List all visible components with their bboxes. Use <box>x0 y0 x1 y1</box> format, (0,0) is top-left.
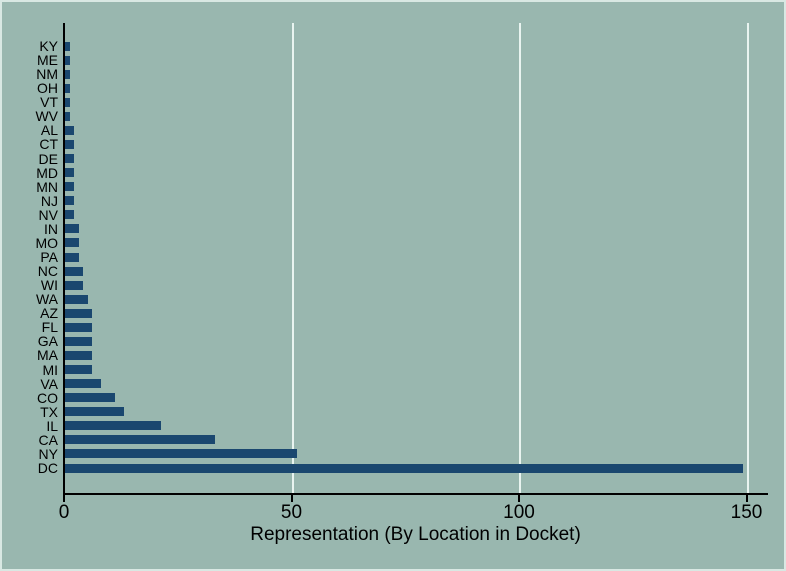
y-label-VA: VA <box>40 375 58 392</box>
bar-DC <box>65 463 743 473</box>
bar-NY <box>65 449 298 459</box>
x-tick-label-50: 50 <box>280 502 303 523</box>
bar-NM <box>65 69 70 79</box>
bar-MN <box>65 182 75 192</box>
bar-OH <box>65 83 70 93</box>
x-tick-label-0: 0 <box>58 502 70 523</box>
y-label-AL: AL <box>40 122 58 139</box>
y-label-AZ: AZ <box>40 305 58 322</box>
bar-CA <box>65 435 216 445</box>
x-tick-label-150: 150 <box>730 502 763 523</box>
y-label-KY: KY <box>39 38 58 54</box>
x-axis-title: Representation (By Location in Docket) <box>250 524 581 545</box>
x-tick-label-100: 100 <box>503 502 535 523</box>
bar-MD <box>65 168 75 178</box>
y-label-CO: CO <box>37 389 58 406</box>
y-label-DE: DE <box>38 150 58 167</box>
y-label-NJ: NJ <box>40 192 58 209</box>
bar-MI <box>65 365 93 375</box>
gridline-50 <box>291 23 294 493</box>
bar-IN <box>65 224 79 234</box>
bar-NJ <box>65 196 75 206</box>
bar-TX <box>65 407 125 417</box>
y-label-OH: OH <box>37 80 58 97</box>
bar-ME <box>65 55 70 65</box>
y-label-CA: CA <box>38 431 58 448</box>
bar-NC <box>65 266 84 276</box>
x-tick-mark-100 <box>518 494 520 502</box>
gridline-100 <box>519 23 521 493</box>
y-label-CT: CT <box>39 136 58 153</box>
bar-KY <box>65 41 70 51</box>
bar-CT <box>65 139 75 149</box>
y-label-MI: MI <box>42 361 58 378</box>
y-label-DC: DC <box>37 460 58 476</box>
y-label-ME: ME <box>37 52 58 69</box>
x-tick-mark-150 <box>745 494 748 502</box>
bar-MA <box>65 350 93 360</box>
y-label-WA: WA <box>35 291 58 308</box>
y-label-PA: PA <box>40 249 58 265</box>
bar-IL <box>65 421 161 431</box>
bar-WI <box>65 280 84 290</box>
y-label-MA: MA <box>37 347 58 364</box>
x-tick-mark-0 <box>63 494 65 502</box>
y-label-NY: NY <box>38 445 58 462</box>
bar-AL <box>65 125 75 135</box>
y-label-NV: NV <box>38 206 58 223</box>
bar-CO <box>65 393 116 403</box>
bar-VT <box>65 97 70 107</box>
y-label-NM: NM <box>36 66 58 83</box>
y-label-IN: IN <box>44 220 58 237</box>
gridline-150 <box>746 23 749 493</box>
y-label-TX: TX <box>40 403 58 420</box>
y-label-MD: MD <box>36 164 58 181</box>
bar-PA <box>65 252 79 262</box>
y-label-WV: WV <box>35 108 58 125</box>
y-label-MO: MO <box>35 234 58 251</box>
bar-AZ <box>65 308 93 318</box>
plot-area <box>63 23 768 495</box>
y-label-VT: VT <box>40 94 58 111</box>
bar-NV <box>65 210 75 220</box>
y-label-MN: MN <box>36 178 58 195</box>
bar-FL <box>65 322 93 332</box>
y-label-GA: GA <box>37 333 58 350</box>
bar-VA <box>65 379 102 389</box>
y-label-FL: FL <box>41 319 58 336</box>
bar-MO <box>65 238 79 248</box>
y-label-IL: IL <box>46 417 58 434</box>
bar-DE <box>65 154 75 164</box>
x-tick-mark-50 <box>290 494 293 502</box>
y-label-WI: WI <box>40 277 58 294</box>
y-label-NC: NC <box>37 263 58 280</box>
bar-WA <box>65 294 88 304</box>
bar-WV <box>65 111 70 121</box>
bar-GA <box>65 336 93 346</box>
